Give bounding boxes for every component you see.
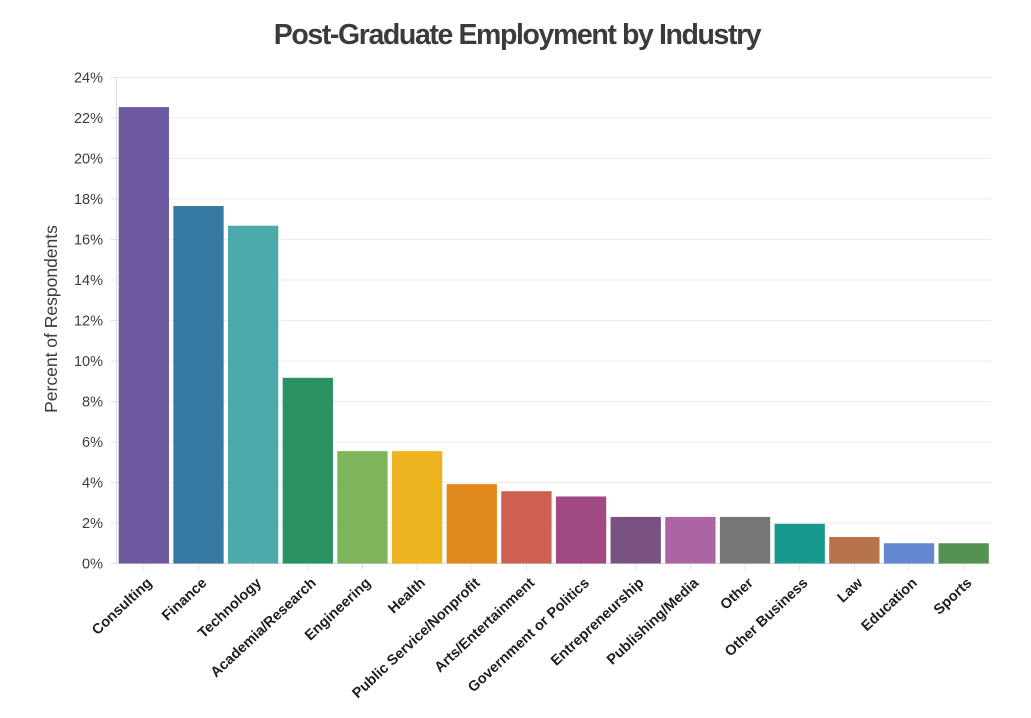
svg-text:6%: 6%: [82, 435, 103, 451]
svg-text:Percent of Respondents: Percent of Respondents: [41, 225, 61, 413]
svg-text:8%: 8%: [82, 395, 103, 411]
svg-text:12%: 12%: [74, 314, 103, 330]
svg-text:Post-Graduate Employment by In: Post-Graduate Employment by Industry: [274, 19, 762, 51]
svg-text:16%: 16%: [74, 233, 103, 249]
svg-text:20%: 20%: [74, 152, 103, 168]
svg-text:0%: 0%: [82, 557, 103, 573]
svg-text:24%: 24%: [74, 71, 103, 87]
svg-text:22%: 22%: [74, 111, 103, 127]
svg-text:14%: 14%: [74, 273, 103, 289]
svg-text:4%: 4%: [82, 476, 103, 492]
svg-text:2%: 2%: [82, 516, 103, 532]
svg-text:10%: 10%: [74, 354, 103, 370]
svg-text:18%: 18%: [74, 192, 103, 208]
